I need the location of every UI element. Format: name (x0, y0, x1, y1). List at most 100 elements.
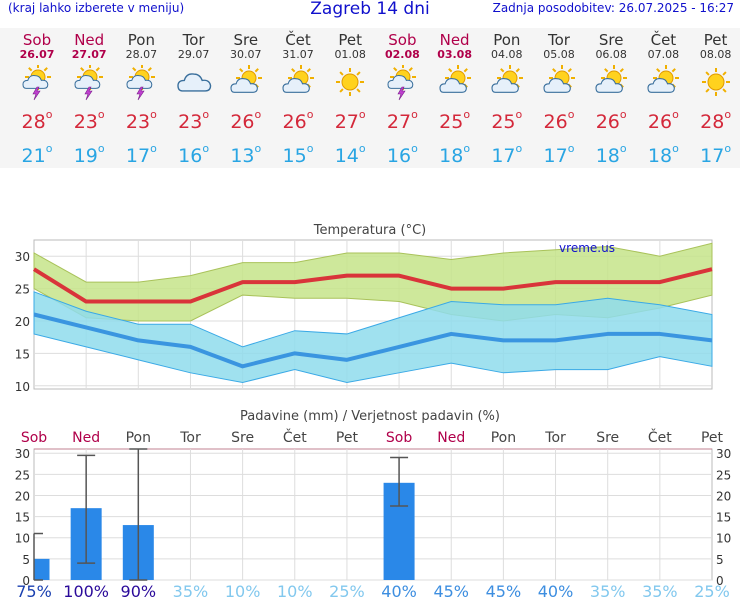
sun-cloud-thunder-icon (387, 65, 417, 101)
y-tick-label-right: 0 (716, 574, 724, 588)
day-date: 07.08 (647, 48, 680, 61)
day-date: 27.07 (71, 48, 107, 61)
precipitation-day-label: Čet (648, 428, 672, 446)
y-tick-label: 25 (15, 283, 30, 297)
y-tick-label: 15 (15, 511, 30, 525)
day-date: 29.07 (177, 48, 210, 61)
day-column: Pon 04.08 25o 17o (481, 28, 533, 168)
precipitation-probability: 35% (642, 582, 678, 600)
y-tick-label-right: 5 (716, 553, 724, 567)
max-temperature: 26o (595, 108, 627, 133)
min-temperature: 13o (230, 142, 262, 167)
y-tick-label: 10 (15, 532, 30, 546)
max-temperature: 28o (700, 108, 732, 133)
precipitation-day-label: Čet (283, 428, 307, 446)
precipitation-probability: 45% (433, 582, 469, 600)
day-date: 01.08 (334, 48, 366, 61)
max-temperature: 23o (178, 108, 210, 133)
header: (kraj lahko izberete v meniju) Zagreb 14… (0, 0, 740, 22)
y-tick-label-right: 10 (716, 532, 731, 546)
min-temperature: 18o (647, 142, 679, 167)
precipitation-day-label: Sre (596, 430, 619, 446)
precipitation-day-label: Pet (701, 430, 724, 446)
min-temperature: 14o (334, 142, 366, 167)
sun-icon (336, 68, 365, 96)
sun-cloud-thunder-icon (22, 65, 51, 101)
precipitation-probability: 75% (16, 582, 52, 600)
day-column: Ned 03.08 25o 18o (429, 28, 481, 168)
precipitation-probability: 90% (121, 582, 157, 600)
max-temperature-line (32, 267, 713, 304)
y-tick-label: 20 (15, 489, 30, 503)
day-column: Pon 28.07 23o 17o (115, 28, 167, 168)
min-temperature: 16o (386, 142, 418, 167)
precipitation-day-label: Sob (386, 430, 412, 446)
temperature-chart-title: Temperatura (°C) (313, 223, 426, 238)
day-date: 04.08 (491, 48, 523, 61)
sun-cloud-icon (230, 65, 262, 93)
sun-icon (701, 68, 730, 96)
precipitation-day-label: Sob (21, 430, 47, 446)
day-name: Sob (22, 31, 52, 49)
min-temperature: 21o (21, 142, 53, 167)
day-column: Sre 30.07 26o 13o (220, 28, 272, 168)
sun-cloud-thunder-icon (74, 65, 104, 101)
max-temperature-band (33, 242, 713, 322)
day-column: Sob 26.07 28o 21o (11, 28, 63, 168)
y-tick-label: 30 (15, 250, 30, 264)
max-temperature: 26o (282, 108, 314, 133)
day-name: Sob (388, 31, 417, 49)
daily-forecast-strip: Sob 26.07 28o 21o Ned 27.07 23o 19o Pon 28.07 23o 1… (0, 28, 740, 168)
y-tick-label-right: 25 (716, 468, 731, 482)
y-tick-label-right: 20 (716, 489, 731, 503)
max-temperature: 27o (386, 108, 418, 133)
day-column: Pet 08.08 28o 17o (690, 28, 740, 168)
precipitation-probability: 25% (329, 582, 365, 600)
sun-cloud-icon (491, 65, 523, 93)
min-temperature: 17o (700, 142, 732, 167)
day-date: 31.07 (282, 48, 314, 61)
sun-cloud-icon (282, 65, 314, 93)
min-temperature: 18o (595, 142, 627, 167)
max-temperature: 28o (21, 108, 53, 133)
day-name: Sre (233, 31, 259, 49)
day-column: Pet 01.08 27o 14o (324, 28, 376, 168)
day-date: 28.07 (125, 48, 158, 61)
precipitation-day-label: Pon (126, 430, 151, 446)
sun-cloud-icon (543, 65, 575, 93)
day-column: Čet 07.08 26o 18o (637, 28, 689, 168)
precipitation-probability: 25% (694, 582, 730, 600)
precipitation-probability: 100% (63, 582, 109, 600)
precipitation-day-label: Pon (491, 430, 516, 446)
max-temperature: 25o (491, 108, 523, 133)
max-temperature: 26o (647, 108, 679, 133)
day-name: Tor (548, 31, 570, 49)
day-name: Ned (439, 31, 470, 49)
day-date: 06.08 (595, 48, 627, 61)
min-temperature: 17o (125, 142, 157, 167)
day-name: Tor (182, 31, 205, 49)
precipitation-probability: 45% (486, 582, 522, 600)
precipitation-day-label: Ned (437, 430, 465, 446)
day-column: Tor 05.08 26o 17o (533, 28, 585, 168)
day-name: Čet (285, 31, 311, 49)
day-date: 30.07 (230, 48, 262, 61)
day-column: Čet 31.07 26o 15o (272, 28, 324, 168)
location-menu-hint[interactable]: (kraj lahko izberete v meniju) (8, 1, 185, 15)
min-temperature-line (33, 312, 713, 369)
precipitation-probability: 10% (225, 582, 261, 600)
min-temperature: 16o (178, 142, 210, 167)
precipitation-day-label: Ned (72, 430, 100, 446)
day-name: Čet (650, 31, 677, 49)
min-temperature: 17o (491, 142, 523, 167)
max-temperature: 25o (439, 108, 471, 133)
precipitation-probability: 35% (590, 582, 626, 600)
max-temperature: 26o (543, 108, 575, 133)
day-name: Pon (493, 31, 521, 49)
day-date: 26.07 (19, 48, 55, 61)
y-tick-label: 15 (15, 347, 30, 361)
day-column: Sre 06.08 26o 18o (585, 28, 637, 168)
sun-cloud-icon (439, 65, 471, 93)
day-column: Tor 29.07 23o 16o (168, 28, 220, 168)
y-tick-label: 30 (15, 447, 30, 461)
